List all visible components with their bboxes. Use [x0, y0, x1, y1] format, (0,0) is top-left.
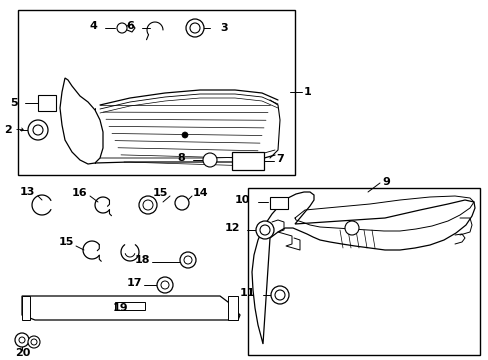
Text: 14: 14 [193, 188, 208, 198]
Bar [22, 296, 30, 320]
Circle shape [157, 277, 173, 293]
Circle shape [19, 337, 25, 343]
Text: 15: 15 [152, 188, 168, 198]
Circle shape [139, 196, 157, 214]
Text: 7: 7 [275, 154, 283, 164]
Text: 20: 20 [15, 348, 30, 358]
Circle shape [203, 153, 217, 167]
Bar [18, 10, 294, 175]
Circle shape [182, 132, 187, 138]
Circle shape [15, 333, 29, 347]
Bar [247, 188, 479, 355]
Text: 18: 18 [134, 255, 150, 265]
Text: 10: 10 [234, 195, 249, 205]
Circle shape [28, 336, 40, 348]
Text: 5: 5 [10, 98, 18, 108]
Circle shape [180, 252, 196, 268]
Circle shape [260, 225, 269, 235]
Polygon shape [251, 192, 474, 344]
Circle shape [345, 221, 358, 235]
Text: 9: 9 [381, 177, 389, 187]
Text: 2: 2 [4, 125, 12, 135]
Text: 4: 4 [89, 21, 97, 31]
Circle shape [175, 196, 189, 210]
Text: 19: 19 [112, 303, 127, 313]
Text: 6: 6 [126, 21, 134, 31]
Text: 1: 1 [304, 87, 311, 97]
Bar [38, 95, 56, 111]
Circle shape [274, 290, 285, 300]
Circle shape [33, 125, 43, 135]
Polygon shape [60, 78, 103, 164]
Text: 17: 17 [126, 278, 142, 288]
Circle shape [161, 281, 169, 289]
Text: 12: 12 [224, 223, 240, 233]
Text: 3: 3 [220, 23, 227, 33]
Bar [227, 296, 238, 320]
Bar [231, 152, 264, 170]
Polygon shape [22, 296, 240, 320]
Text: →: → [15, 125, 23, 135]
Text: 15: 15 [59, 237, 74, 247]
Circle shape [31, 339, 37, 345]
Circle shape [28, 120, 48, 140]
Circle shape [117, 23, 127, 33]
Circle shape [185, 19, 203, 37]
Text: 13: 13 [20, 187, 35, 197]
Bar [269, 197, 287, 209]
Bar [115, 302, 145, 310]
Circle shape [270, 286, 288, 304]
Text: 8: 8 [177, 153, 184, 163]
Circle shape [256, 221, 273, 239]
Circle shape [142, 200, 153, 210]
Text: 11: 11 [239, 288, 254, 298]
Text: 16: 16 [71, 188, 87, 198]
Circle shape [183, 256, 192, 264]
Circle shape [190, 23, 200, 33]
